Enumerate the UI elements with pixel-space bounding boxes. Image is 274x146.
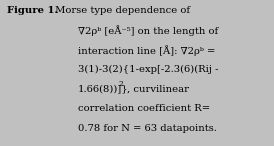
- Text: , curvilinear: , curvilinear: [127, 85, 189, 94]
- Text: 3(1)-3(2){1-exp[-2.3(6)(Rij -: 3(1)-3(2){1-exp[-2.3(6)(Rij -: [78, 65, 219, 74]
- Text: 0.78 for N = 63 datapoints.: 0.78 for N = 63 datapoints.: [78, 124, 217, 133]
- Text: 1.66(8))]}: 1.66(8))]}: [78, 85, 129, 94]
- Text: correlation coefficient R=: correlation coefficient R=: [78, 104, 210, 113]
- Text: Figure 1.: Figure 1.: [7, 6, 58, 15]
- Text: ∇2ρᵇ [eÅ⁻⁵] on the length of: ∇2ρᵇ [eÅ⁻⁵] on the length of: [78, 26, 218, 36]
- Text: interaction line [Å]: ∇2ρᵇ =: interaction line [Å]: ∇2ρᵇ =: [78, 45, 215, 56]
- Text: Morse type dependence of: Morse type dependence of: [52, 6, 190, 15]
- Text: 2: 2: [119, 80, 123, 88]
